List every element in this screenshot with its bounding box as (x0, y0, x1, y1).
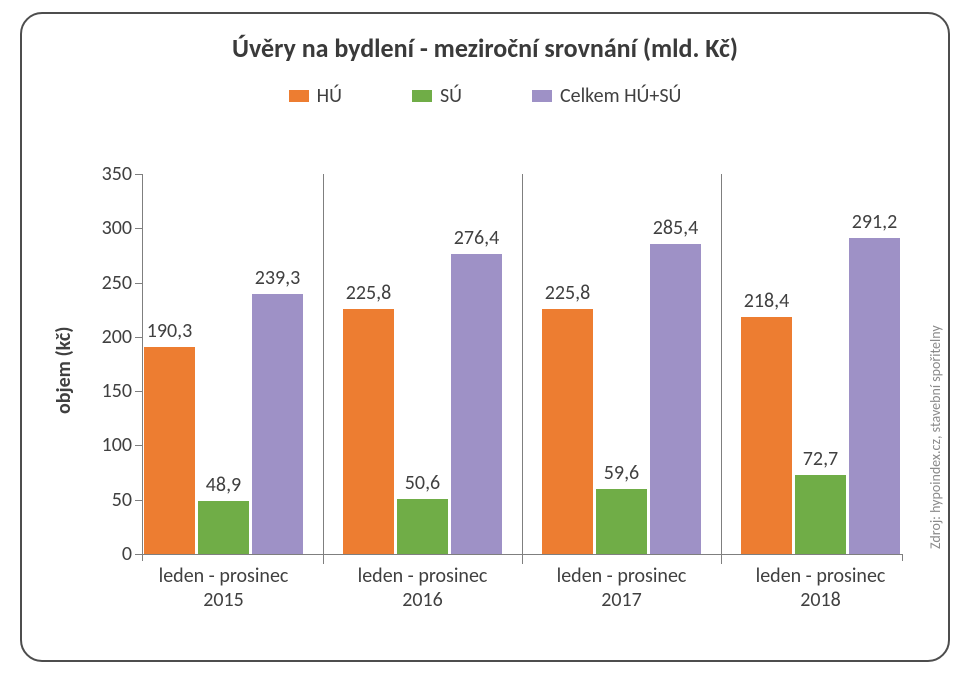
legend-swatch-total (532, 90, 552, 102)
bar (343, 309, 394, 554)
group-separator (721, 174, 722, 564)
y-tick-label: 100 (87, 433, 132, 457)
y-axis-label: objem (kč) (52, 327, 76, 414)
bar (849, 238, 900, 554)
group-separator (323, 174, 324, 564)
bar (198, 501, 249, 554)
x-tick-mark (721, 554, 722, 561)
legend-item-hu: HÚ (289, 84, 342, 108)
bar-value-label: 225,8 (533, 281, 603, 305)
bar-value-label: 239,3 (243, 266, 313, 290)
y-tick-label: 50 (87, 488, 132, 512)
y-tick-label: 250 (87, 271, 132, 295)
x-tick-mark (522, 554, 523, 561)
y-tick-mark (135, 500, 142, 501)
legend-swatch-su (412, 90, 432, 102)
y-tick-mark (135, 228, 142, 229)
y-tick-label: 300 (87, 216, 132, 240)
y-tick-label: 150 (87, 379, 132, 403)
x-tick-mark (323, 554, 324, 561)
y-tick-mark (135, 391, 142, 392)
bar-value-label: 50,6 (388, 471, 458, 495)
y-axis-line (142, 174, 143, 554)
x-category-label: leden - prosinec2017 (532, 564, 712, 612)
bar-value-label: 291,2 (840, 210, 910, 234)
legend-swatch-hu (289, 90, 309, 102)
bar (795, 475, 846, 554)
bar (650, 244, 701, 554)
bar (397, 499, 448, 554)
bar (451, 254, 502, 554)
chart-title: Úvěry na bydlení - meziroční srovnání (m… (22, 32, 948, 64)
bar-value-label: 72,7 (786, 447, 856, 471)
group-separator (522, 174, 523, 564)
y-tick-label: 0 (87, 542, 132, 566)
bar (144, 347, 195, 554)
bar (252, 294, 303, 554)
bar-value-label: 190,3 (135, 319, 205, 343)
chart-frame: Úvěry na bydlení - meziroční srovnání (m… (0, 0, 970, 678)
y-tick-mark (135, 174, 142, 175)
x-category-label: leden - prosinec2016 (333, 564, 513, 612)
bar-value-label: 218,4 (732, 289, 802, 313)
legend-label-su: SÚ (440, 84, 462, 108)
legend-item-su: SÚ (412, 84, 462, 108)
legend-label-total: Celkem HÚ+SÚ (560, 84, 681, 108)
bar (741, 317, 792, 554)
legend-label-hu: HÚ (317, 84, 342, 108)
bar-value-label: 225,8 (334, 281, 404, 305)
x-category-label: leden - prosinec2018 (731, 564, 911, 612)
bar-value-label: 285,4 (641, 216, 711, 240)
bar-value-label: 59,6 (587, 461, 657, 485)
legend: HÚ SÚ Celkem HÚ+SÚ (22, 84, 948, 108)
x-tick-mark (902, 554, 903, 561)
y-tick-label: 200 (87, 325, 132, 349)
y-tick-label: 350 (87, 162, 132, 186)
x-category-label: leden - prosinec2015 (134, 564, 314, 612)
y-tick-mark (135, 445, 142, 446)
x-tick-mark (142, 554, 143, 561)
bar (596, 489, 647, 554)
y-tick-mark (135, 554, 142, 555)
legend-item-total: Celkem HÚ+SÚ (532, 84, 681, 108)
bar-value-label: 276,4 (442, 226, 512, 250)
bar (542, 309, 593, 554)
source-text: Zdroj: hypoindex.cz, stavební spořitelny (927, 325, 944, 549)
chart-panel: Úvěry na bydlení - meziroční srovnání (m… (20, 12, 950, 662)
bar-value-label: 48,9 (189, 473, 259, 497)
y-tick-mark (135, 283, 142, 284)
